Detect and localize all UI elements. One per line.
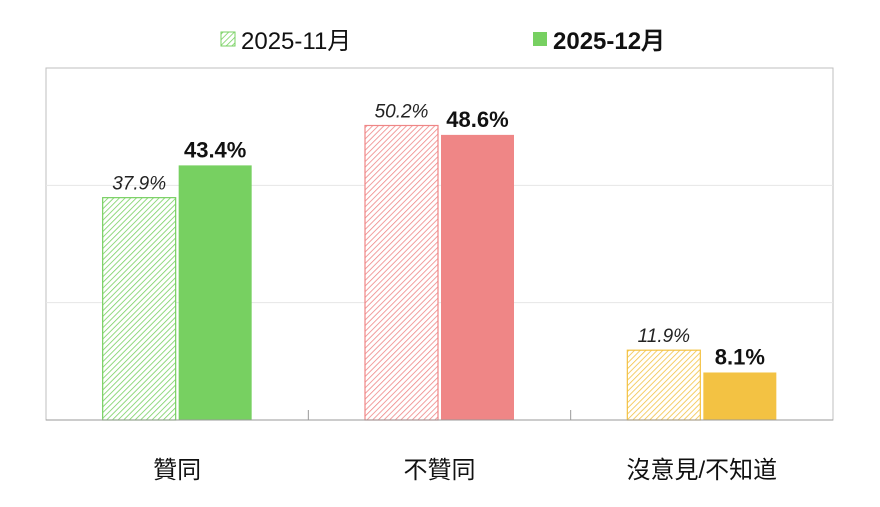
- value-label-cur-0: 43.4%: [184, 137, 246, 162]
- category-label-2: 沒意見/不知道: [626, 457, 777, 484]
- legend-swatch-2025-12: [533, 32, 547, 46]
- bars: [102, 124, 777, 421]
- bar-prev-1: [364, 124, 439, 421]
- bar-cur-1: [441, 134, 514, 420]
- legend: 2025-11月 2025-12月: [220, 28, 665, 55]
- category-label-0: 贊同: [153, 457, 201, 484]
- legend-label-2025-12: 2025-12月: [553, 28, 665, 55]
- value-label-cur-1: 48.6%: [446, 107, 508, 132]
- bar-prev-2: [626, 349, 701, 421]
- bar-cur-0: [178, 165, 252, 420]
- x-axis: 贊同 不贊同 沒意見/不知道: [46, 410, 833, 484]
- legend-swatch-2025-11: [220, 31, 236, 47]
- bar-prev-0: [102, 197, 177, 421]
- legend-label-2025-11: 2025-11月: [241, 28, 351, 55]
- bar-cur-2: [703, 372, 777, 420]
- category-label-1: 不贊同: [404, 457, 476, 484]
- value-label-cur-2: 8.1%: [715, 344, 765, 369]
- value-labels: 37.9% 43.4% 50.2% 48.6% 11.9% 8.1%: [112, 101, 765, 369]
- value-label-prev-2: 11.9%: [638, 326, 691, 347]
- value-label-prev-1: 50.2%: [375, 101, 429, 122]
- plot-area: 37.9% 43.4% 50.2% 48.6% 11.9% 8.1% 贊同 不贊同 沒意見/不…: [45, 67, 834, 484]
- gridlines: [46, 184, 833, 304]
- value-label-prev-0: 37.9%: [112, 174, 166, 195]
